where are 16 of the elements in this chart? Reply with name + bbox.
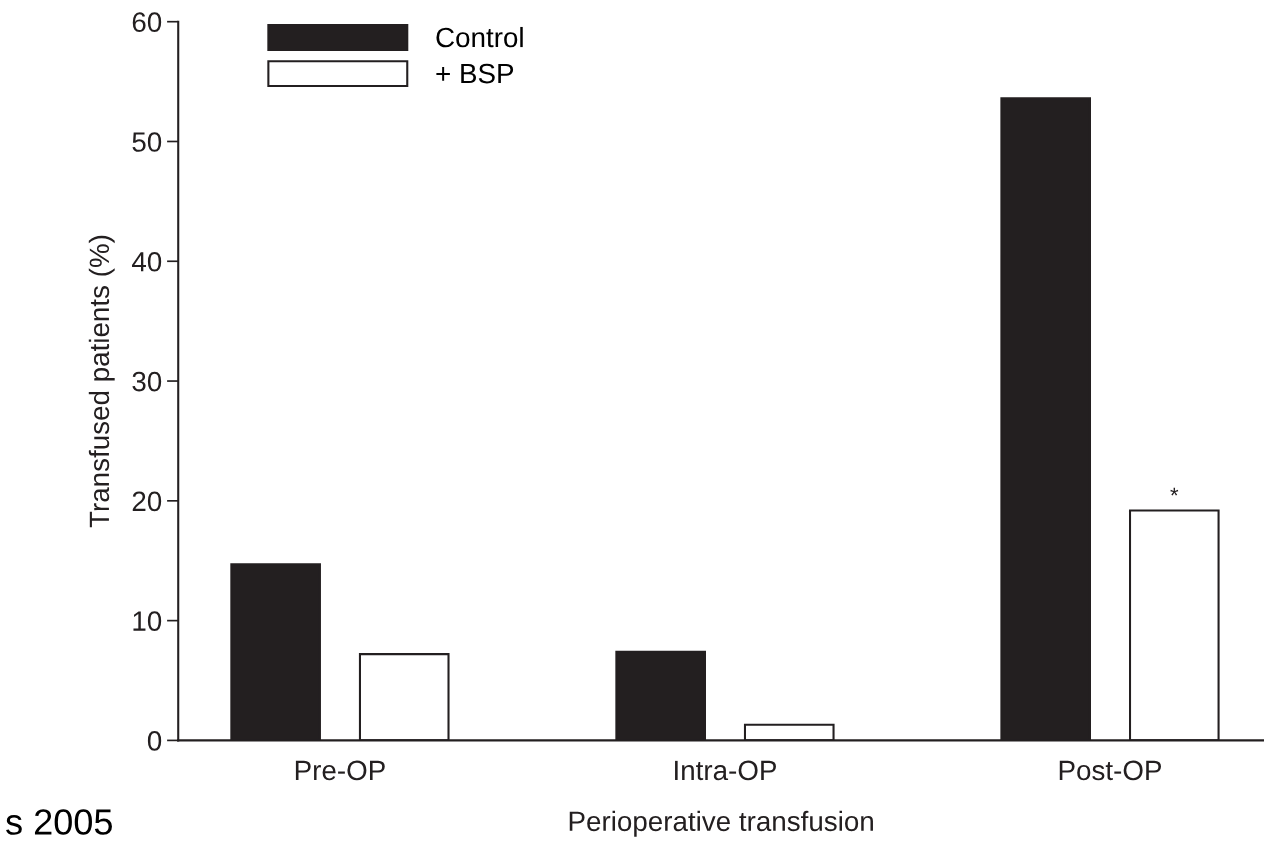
y-axis-title: Transfused patients (%) bbox=[88, 235, 115, 528]
legend-label: Control bbox=[436, 26, 523, 48]
y-tick-label: 50 bbox=[132, 132, 162, 152]
y-tick-label: 40 bbox=[132, 251, 162, 272]
y-tick-label: 10 bbox=[133, 611, 162, 631]
y-tick-label: 30 bbox=[132, 371, 162, 392]
x-tick-label: Intra-OP bbox=[675, 760, 776, 781]
x-tick-label: Post-OP bbox=[1059, 760, 1162, 781]
y-tick-label: 0 bbox=[147, 731, 162, 751]
x-tick-label: Pre-OP bbox=[295, 760, 385, 781]
legend-label: + BSP bbox=[436, 63, 514, 84]
y-tick-label: 60 bbox=[132, 12, 162, 33]
y-tick-label: 20 bbox=[132, 491, 162, 512]
annotation: * bbox=[1170, 487, 1179, 496]
x-axis-title: Perioperative transfusion bbox=[569, 810, 873, 837]
text: s 2005 bbox=[6, 809, 112, 835]
